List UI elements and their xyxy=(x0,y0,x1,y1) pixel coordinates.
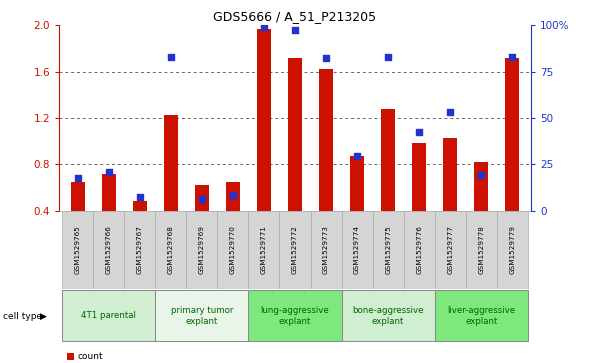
Bar xyxy=(195,185,209,211)
Text: GSM1529779: GSM1529779 xyxy=(509,225,516,274)
Bar xyxy=(443,138,457,211)
Text: GSM1529768: GSM1529768 xyxy=(168,225,174,274)
Text: 4T1 parental: 4T1 parental xyxy=(81,311,136,320)
FancyBboxPatch shape xyxy=(497,211,528,289)
Bar xyxy=(319,69,333,211)
FancyBboxPatch shape xyxy=(248,211,280,289)
FancyBboxPatch shape xyxy=(280,211,310,289)
FancyBboxPatch shape xyxy=(248,290,342,341)
FancyBboxPatch shape xyxy=(373,211,404,289)
Point xyxy=(228,193,238,199)
Text: lung-aggressive
explant: lung-aggressive explant xyxy=(261,306,329,326)
Point xyxy=(166,54,175,60)
Point xyxy=(135,194,145,200)
FancyBboxPatch shape xyxy=(342,211,373,289)
FancyBboxPatch shape xyxy=(93,211,124,289)
FancyBboxPatch shape xyxy=(155,211,186,289)
FancyBboxPatch shape xyxy=(310,211,342,289)
FancyBboxPatch shape xyxy=(124,211,155,289)
Text: GSM1529771: GSM1529771 xyxy=(261,225,267,274)
Point xyxy=(477,172,486,178)
Text: GSM1529774: GSM1529774 xyxy=(354,225,360,274)
FancyBboxPatch shape xyxy=(435,290,528,341)
Point xyxy=(352,153,362,159)
Point xyxy=(197,196,206,202)
Bar xyxy=(381,109,395,211)
FancyBboxPatch shape xyxy=(62,211,93,289)
Text: GSM1529772: GSM1529772 xyxy=(292,225,298,274)
Bar xyxy=(350,156,364,211)
Title: GDS5666 / A_51_P213205: GDS5666 / A_51_P213205 xyxy=(214,10,376,23)
Text: cell type: cell type xyxy=(3,312,42,321)
Point xyxy=(445,109,455,115)
Bar xyxy=(133,201,147,211)
Text: GSM1529776: GSM1529776 xyxy=(416,225,422,274)
FancyBboxPatch shape xyxy=(404,211,435,289)
Text: GSM1529778: GSM1529778 xyxy=(478,225,484,274)
Text: GSM1529766: GSM1529766 xyxy=(106,225,112,274)
FancyBboxPatch shape xyxy=(435,211,466,289)
Bar xyxy=(474,162,489,211)
Text: GSM1529765: GSM1529765 xyxy=(74,225,81,274)
Bar xyxy=(412,143,426,211)
Text: liver-aggressive
explant: liver-aggressive explant xyxy=(447,306,516,326)
Text: bone-aggressive
explant: bone-aggressive explant xyxy=(352,306,424,326)
Bar xyxy=(226,182,240,211)
Bar xyxy=(71,182,84,211)
Text: GSM1529767: GSM1529767 xyxy=(137,225,143,274)
Point xyxy=(507,54,517,60)
FancyBboxPatch shape xyxy=(466,211,497,289)
Point xyxy=(415,129,424,135)
Point xyxy=(322,55,331,61)
Bar xyxy=(101,174,116,211)
Point xyxy=(290,27,300,33)
Bar xyxy=(164,114,178,211)
Text: GSM1529777: GSM1529777 xyxy=(447,225,453,274)
FancyBboxPatch shape xyxy=(62,290,155,341)
FancyBboxPatch shape xyxy=(342,290,435,341)
Bar xyxy=(288,58,302,211)
Point xyxy=(259,24,268,29)
Text: ▶: ▶ xyxy=(40,312,47,321)
Bar xyxy=(506,58,519,211)
Text: GSM1529775: GSM1529775 xyxy=(385,225,391,274)
Point xyxy=(104,170,113,175)
Text: primary tumor
explant: primary tumor explant xyxy=(171,306,233,326)
FancyBboxPatch shape xyxy=(155,290,248,341)
Point xyxy=(73,175,83,181)
Bar xyxy=(257,29,271,211)
Legend: count, percentile rank within the sample: count, percentile rank within the sample xyxy=(64,348,235,363)
FancyBboxPatch shape xyxy=(186,211,217,289)
Text: GSM1529770: GSM1529770 xyxy=(230,225,236,274)
FancyBboxPatch shape xyxy=(217,211,248,289)
Text: GSM1529773: GSM1529773 xyxy=(323,225,329,274)
Text: GSM1529769: GSM1529769 xyxy=(199,225,205,274)
Point xyxy=(384,54,393,60)
